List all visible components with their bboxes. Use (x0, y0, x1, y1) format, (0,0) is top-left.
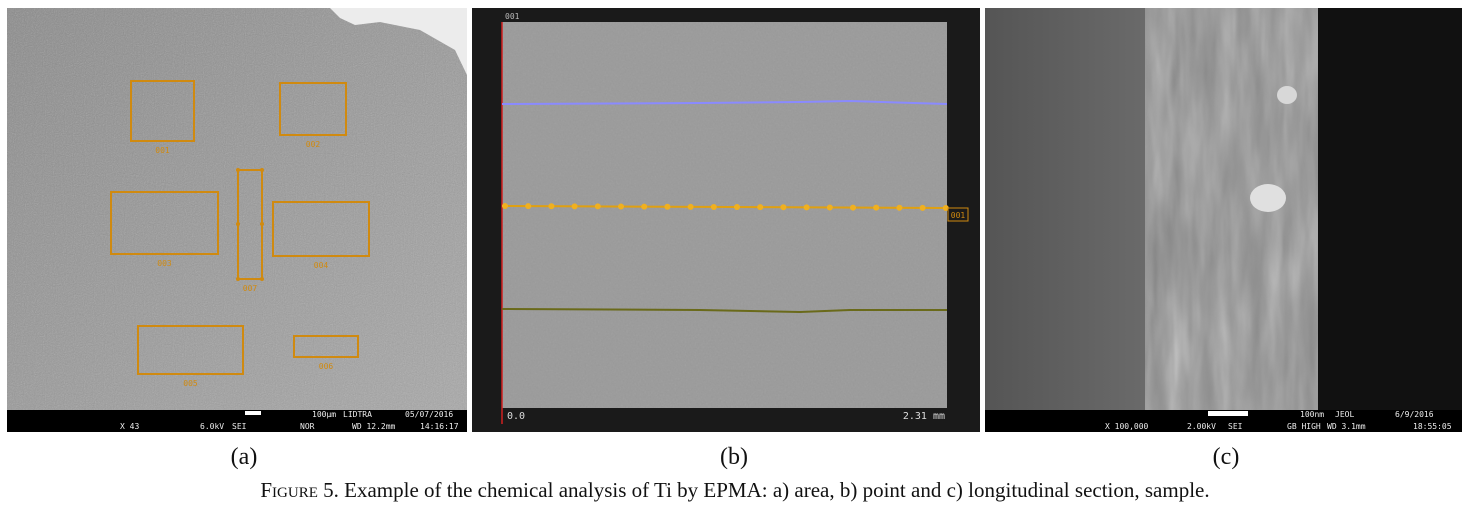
panel-label: (c) (1213, 444, 1240, 470)
info-mode: NOR (300, 422, 315, 431)
substrate (985, 8, 1145, 410)
handle (236, 277, 240, 281)
region-label: 002 (306, 140, 321, 149)
point (757, 204, 764, 211)
panel-label: (a) (231, 444, 258, 470)
region-label: 004 (314, 261, 329, 270)
region-box (130, 80, 195, 142)
point (734, 204, 740, 211)
handle (260, 168, 264, 172)
particle (1277, 86, 1297, 104)
info-detector: SEI (232, 422, 247, 431)
region-label: 001 (155, 146, 170, 155)
info-bar (7, 410, 467, 432)
info-detector: SEI (1228, 422, 1243, 431)
points (502, 203, 949, 211)
info-lab: LIDTRA (343, 410, 372, 419)
info-voltage: 2.00kV (1187, 422, 1216, 431)
info-bar (985, 410, 1462, 432)
axis-end: 2.31 mm (903, 411, 945, 422)
caption-label: Figure 5. (260, 478, 339, 502)
info-magnification: X 43 (120, 422, 139, 431)
handle (260, 277, 264, 281)
info-date: 05/07/2016 (405, 410, 453, 419)
point (571, 203, 578, 210)
regions: 001 002 003 004 005 006 007 (110, 80, 370, 388)
panel-b: 001 001 0.0 2.31 mm (472, 8, 980, 432)
point (502, 203, 508, 210)
point (687, 203, 694, 210)
background (1318, 8, 1462, 410)
region-box (110, 191, 219, 255)
caption: Figure 5. Example of the chemical analys… (260, 478, 1209, 502)
point (710, 203, 717, 210)
point (525, 203, 532, 210)
scale-bar (245, 411, 261, 415)
point (618, 203, 624, 210)
coating-texture (1145, 8, 1318, 410)
point (803, 204, 810, 211)
info-magnification: X 100,000 (1105, 422, 1149, 431)
panel-a: 001 002 003 004 005 006 007 100µm LIDTRA 05/07/2… (7, 8, 467, 432)
info-time: 14:16:17 (420, 422, 459, 431)
point (664, 203, 671, 210)
panel-label: (b) (720, 444, 748, 470)
point (641, 203, 648, 210)
point (826, 204, 833, 211)
handle (236, 168, 240, 172)
info-date: 6/9/2016 (1395, 410, 1434, 419)
info-voltage: 6.0kV (200, 422, 224, 431)
region-box (293, 335, 359, 358)
info-lab: JEOL (1335, 410, 1354, 419)
particle (1250, 184, 1286, 212)
info-scale: 100nm (1300, 410, 1324, 419)
profile-line (501, 308, 947, 314)
panel-c: 100nm JEOL 6/9/2016 X 100,000 2.00kV SEI GB HI… (985, 8, 1462, 432)
point (850, 204, 856, 211)
scale-bar (1208, 411, 1248, 416)
point (780, 204, 787, 211)
info-mode: GB HIGH (1287, 422, 1321, 431)
info-text: 100µm LIDTRA 05/07/2016 X 43 6.0kV SEI NOR WD 1… (120, 410, 459, 431)
sample-edge (330, 8, 467, 75)
region-label: 006 (319, 362, 334, 371)
caption-text: Example of the chemical analysis of Ti b… (344, 478, 1209, 502)
point (594, 203, 601, 210)
info-scale: 100µm (312, 410, 336, 419)
info-wd: WD 3.1mm (1327, 422, 1366, 431)
point (942, 204, 949, 211)
line-label: 001 (951, 211, 966, 220)
corner-label: 001 (505, 12, 520, 21)
region-label: 007 (243, 284, 258, 293)
label-box (947, 207, 969, 222)
region-label: 005 (183, 379, 198, 388)
profile-line (501, 99, 948, 105)
handle (236, 222, 240, 226)
region-box (279, 82, 347, 136)
point (873, 204, 880, 211)
info-time: 18:55:05 (1413, 422, 1452, 431)
region-box (272, 201, 370, 257)
region-label: 003 (157, 259, 172, 268)
region-box (137, 325, 244, 375)
point (896, 204, 903, 211)
axis-start: 0.0 (507, 411, 525, 422)
handle (260, 222, 264, 226)
info-text: 100nm JEOL 6/9/2016 X 100,000 2.00kV SEI GB HI… (1105, 410, 1452, 431)
info-wd: WD 12.2mm (352, 422, 396, 431)
point (919, 204, 926, 211)
point (548, 203, 555, 210)
micrograph-texture (502, 22, 947, 408)
